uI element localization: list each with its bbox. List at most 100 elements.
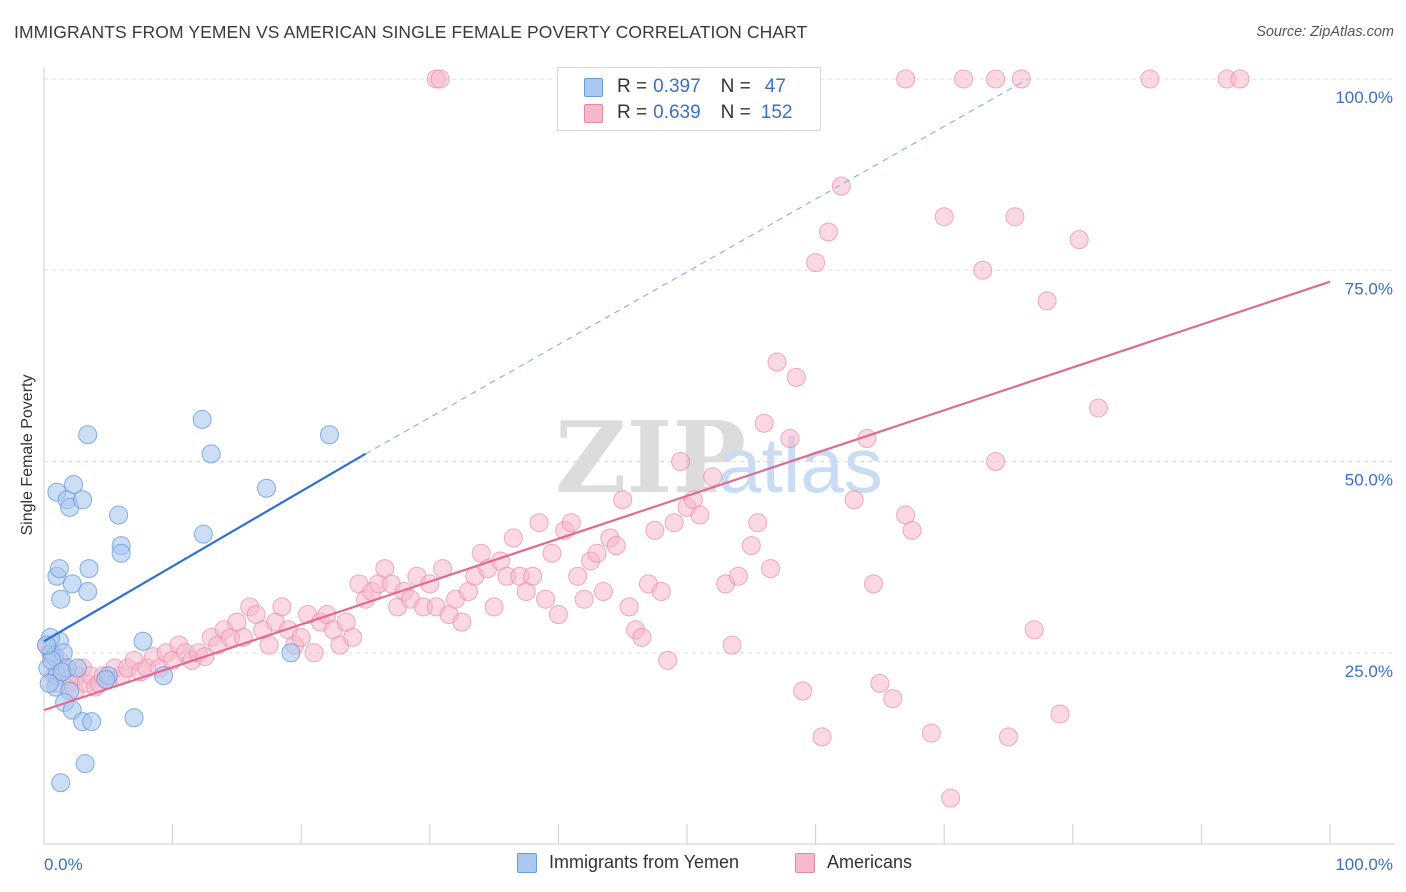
americans-point <box>780 429 800 449</box>
americans-point <box>484 597 504 617</box>
legend-n-value: 152 <box>760 102 793 123</box>
yemen-point <box>201 444 221 464</box>
americans-point <box>651 582 671 602</box>
americans-point <box>741 536 761 556</box>
americans-point <box>1069 230 1089 250</box>
legend-r-value: 0.397 <box>653 76 701 97</box>
americans-point <box>941 788 961 808</box>
americans-point <box>690 505 710 525</box>
americans-point <box>883 689 903 709</box>
yemen-point <box>109 505 129 525</box>
americans-point <box>593 582 613 602</box>
yemen-point <box>37 635 57 655</box>
series-label-yemen: Immigrants from Yemen <box>549 852 740 872</box>
yemen-point <box>192 409 212 429</box>
americans-point <box>844 490 864 510</box>
series-legend-yemen[interactable]: Immigrants from Yemen <box>517 852 739 873</box>
americans-point <box>503 528 523 548</box>
americans-point <box>973 260 993 280</box>
chart-title: IMMIGRANTS FROM YEMEN VS AMERICAN SINGLE… <box>14 22 808 42</box>
yemen-points <box>37 409 339 793</box>
legend-r-label: R = <box>617 102 648 123</box>
legend-row-yemen: R = 0.397 N = 47 <box>584 76 786 98</box>
axis-layer <box>43 68 1395 845</box>
americans-point <box>664 513 684 533</box>
americans-point <box>671 452 691 471</box>
legend-r-value: 0.639 <box>653 102 701 123</box>
x-tick-label: 0.0% <box>44 855 83 874</box>
americans-point <box>619 597 639 617</box>
yemen-point <box>67 658 87 678</box>
y-tick-label: 100.0% <box>1335 88 1393 107</box>
americans-point <box>986 452 1006 471</box>
yemen-point <box>111 543 131 563</box>
yemen-trend-line <box>43 452 367 643</box>
tick-labels: 25.0% 50.0% 75.0% 100.0% 0.0% 100.0% <box>44 88 1393 874</box>
americans-point <box>728 566 748 586</box>
legend-swatch-americans <box>584 103 603 123</box>
legend-n-label: N = <box>720 76 751 97</box>
americans-point <box>587 543 607 563</box>
americans-point <box>1230 69 1250 89</box>
yemen-point <box>62 574 82 594</box>
yemen-point <box>51 773 71 793</box>
yemen-point <box>281 643 301 663</box>
yemen-point <box>73 490 93 510</box>
grid-layer <box>44 78 1395 654</box>
americans-point <box>902 520 922 540</box>
americans-point <box>761 559 781 579</box>
americans-point <box>658 650 678 670</box>
americans-point <box>452 612 472 632</box>
americans-point <box>1140 69 1160 89</box>
americans-point <box>542 543 562 563</box>
americans-point <box>568 566 588 586</box>
source-label: Source: ZipAtlas.com <box>1256 24 1394 40</box>
americans-point <box>934 207 954 227</box>
americans-point <box>304 643 324 663</box>
americans-point <box>259 635 279 655</box>
americans-point <box>1024 620 1044 640</box>
x-tick-label: 100.0% <box>1335 855 1393 874</box>
yemen-point <box>193 524 213 544</box>
y-tick-label: 50.0% <box>1345 471 1393 490</box>
watermark: ZIP atlas <box>555 401 883 516</box>
americans-point <box>870 673 890 693</box>
americans-point <box>548 605 568 624</box>
legend-n-value: 47 <box>764 76 786 97</box>
americans-point <box>574 589 594 609</box>
watermark-zip: ZIP <box>555 401 746 516</box>
americans-point <box>818 222 838 242</box>
yemen-point <box>124 708 144 728</box>
americans-point <box>606 536 626 556</box>
americans-points <box>37 69 1250 808</box>
series-legend-americans[interactable]: Americans <box>795 852 912 873</box>
americans-point <box>986 69 1006 89</box>
series-label-americans: Americans <box>827 852 913 872</box>
americans-point <box>793 681 813 701</box>
yemen-point <box>51 589 71 609</box>
legend-n-label: N = <box>720 102 751 123</box>
americans-point <box>613 490 633 510</box>
yemen-point <box>64 474 84 494</box>
americans-point <box>561 513 581 533</box>
americans-point <box>786 367 806 387</box>
yemen-point <box>39 673 59 693</box>
legend-r-label: R = <box>617 76 648 97</box>
yemen-point <box>75 754 95 774</box>
americans-point <box>767 352 787 372</box>
americans-point <box>999 727 1018 747</box>
stats-legend: R = 0.397 N = 47 R = 0.639 N = 152 <box>557 67 821 131</box>
americans-point <box>632 627 652 647</box>
americans-point <box>536 589 556 609</box>
yemen-point <box>79 559 99 579</box>
americans-point <box>430 69 450 89</box>
y-tick-label: 75.0% <box>1345 279 1393 298</box>
americans-point <box>291 627 311 647</box>
series-swatch-yemen <box>517 852 537 873</box>
americans-point <box>1005 207 1025 227</box>
americans-point <box>748 513 768 533</box>
americans-trend-line <box>43 280 1331 712</box>
americans-point <box>754 413 774 433</box>
yemen-point <box>49 559 69 579</box>
